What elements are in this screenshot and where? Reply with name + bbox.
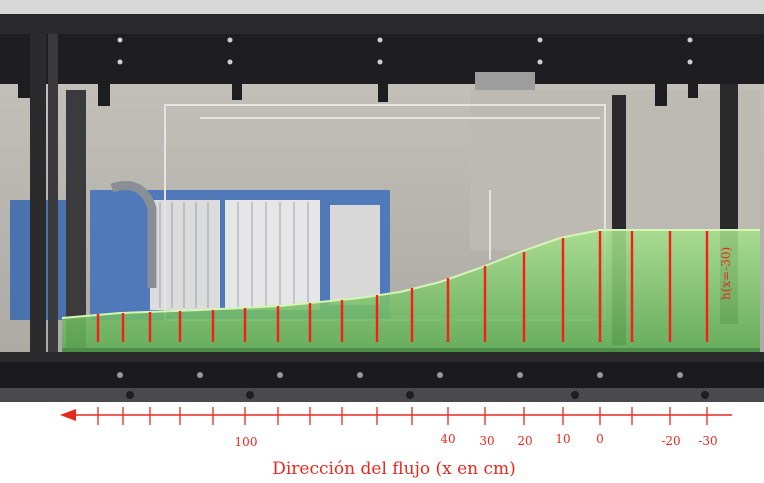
axis-caption: Dirección del flujo (x en cm) (272, 459, 516, 479)
distance-axis: 100 40 30 20 10 0 -20 -30 Dirección del … (60, 407, 732, 479)
axis-ticks (97, 407, 708, 425)
tick-label-40: 40 (440, 432, 455, 446)
tick-label-0: 0 (596, 432, 604, 446)
tick-label-30: 30 (479, 434, 494, 448)
steel-frame-bottom (0, 352, 764, 402)
steel-frame-top (0, 0, 764, 106)
tick-label-10: 10 (555, 432, 570, 446)
gauge-label: h(x=-30) (719, 247, 733, 300)
flume-photo: h(x=-30) (0, 0, 764, 402)
tick-label-minus-20: -20 (661, 434, 680, 448)
tick-label-20: 20 (517, 434, 532, 448)
flow-arrow-icon (60, 409, 76, 421)
water-surface (61, 229, 760, 319)
tick-label-100: 100 (235, 435, 258, 449)
tick-label-minus-30: -30 (698, 434, 717, 448)
gauge-lines (96, 231, 709, 342)
